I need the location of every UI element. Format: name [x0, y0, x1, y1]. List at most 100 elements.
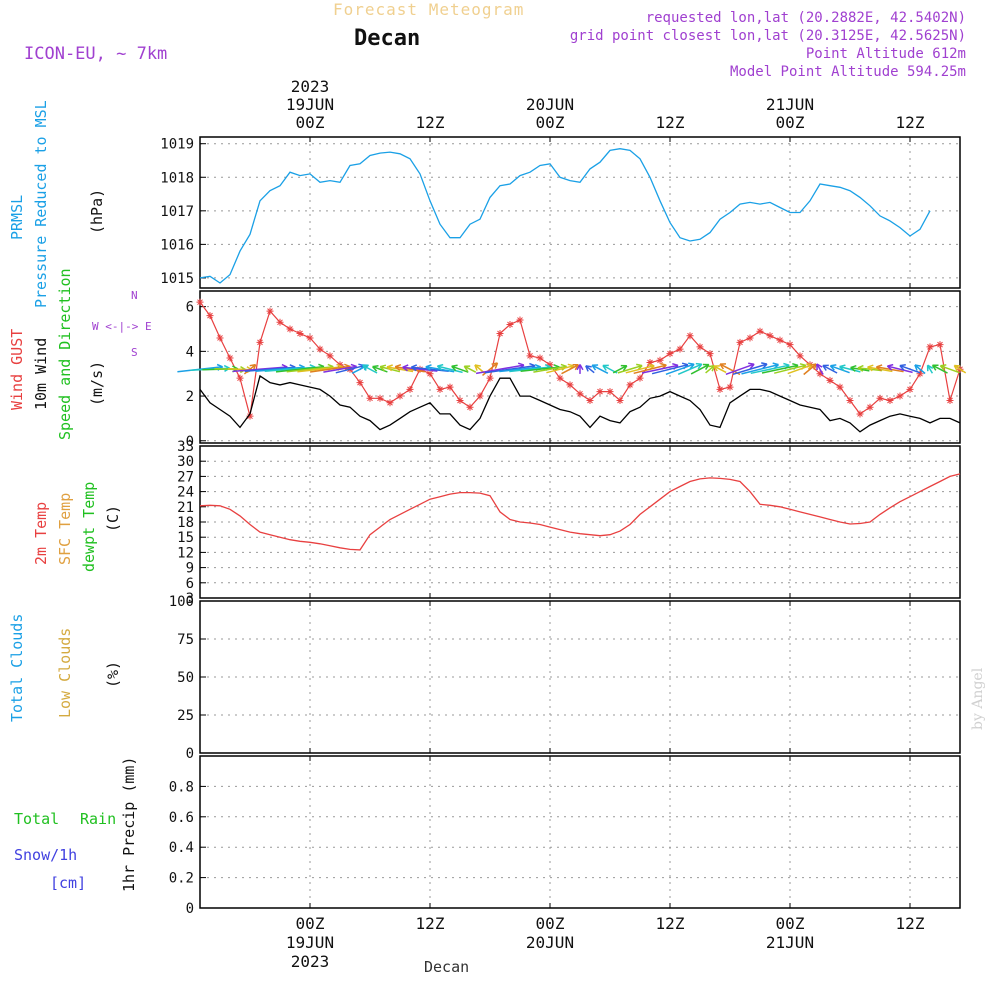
ytick-label: 2	[186, 389, 194, 405]
ytick-label: 27	[177, 469, 194, 485]
pressure-label-1: PRMSL	[8, 194, 26, 240]
wind-10m-label: 10m Wind	[32, 337, 50, 410]
bottom-hour-label: 12Z	[416, 914, 445, 933]
gust-marker	[486, 374, 494, 382]
gust-marker	[936, 341, 944, 349]
temp-unit: (C)	[104, 504, 122, 532]
ytick-label: 25	[177, 708, 194, 724]
gust-marker	[516, 316, 524, 324]
wind-arrow	[725, 363, 755, 376]
wind-arrow	[651, 363, 689, 375]
gust-marker	[876, 394, 884, 402]
gust-marker	[766, 332, 774, 340]
gust-marker	[526, 352, 534, 360]
ytick-label: 24	[177, 485, 194, 501]
gust-marker	[196, 298, 204, 306]
wind-arrow-head	[491, 362, 499, 369]
wind-arrow-head	[402, 364, 409, 372]
ytick-label: 0.8	[169, 779, 194, 795]
wind-arrow	[839, 365, 861, 373]
gust-marker	[246, 412, 254, 420]
wind-arrow	[932, 364, 948, 374]
bottom-hour-label: 00Z	[296, 914, 325, 933]
gust-marker	[206, 312, 214, 320]
ytick-label: 6	[186, 576, 194, 592]
gust-marker	[596, 388, 604, 396]
bottom-hour-label: 00Z	[536, 914, 565, 933]
gust-marker	[236, 374, 244, 382]
ytick-label: 1017	[160, 204, 194, 220]
gust-marker	[226, 354, 234, 362]
bottom-hour-label: 12Z	[896, 914, 925, 933]
ytick-label: 0	[186, 901, 194, 917]
wind-arrow	[612, 365, 628, 374]
wind-arrow-head	[899, 363, 906, 371]
wind-arrow	[774, 364, 806, 374]
gust-marker	[506, 321, 514, 329]
gust-marker	[686, 332, 694, 340]
gust-marker	[636, 374, 644, 382]
wind-gust-label: Wind GUST	[8, 328, 26, 410]
ytick-label: 1016	[160, 237, 194, 253]
bottom-date-label: 19JUN	[286, 933, 334, 952]
gust-marker	[646, 359, 654, 367]
wind-arrow-head	[850, 364, 857, 372]
wind-arrow	[275, 365, 325, 373]
wind-arrow	[677, 363, 703, 375]
wind-arrow-head	[931, 364, 939, 371]
ytick-label: 1018	[160, 170, 194, 186]
top-date-label: 21JUN	[766, 95, 814, 114]
wind-arrow	[690, 363, 710, 375]
wind-line	[199, 374, 961, 433]
ytick-label: 1019	[160, 137, 194, 153]
ytick-label: 3	[186, 591, 194, 607]
low-clouds-label: Low Clouds	[56, 627, 74, 718]
wind-arrow	[533, 365, 567, 373]
wind-arrow	[484, 364, 536, 374]
bottom-date-label: 20JUN	[526, 933, 574, 952]
wind-arrow-head	[914, 364, 921, 371]
gust-marker	[786, 341, 794, 349]
wind-dir-label: Speed and Direction	[56, 268, 74, 440]
gust-marker	[586, 397, 594, 405]
wind-arrow-head	[463, 365, 471, 372]
wind-arrow	[803, 363, 817, 376]
wind-arrow-head	[436, 363, 444, 371]
gust-marker	[476, 392, 484, 400]
wind-arrow-head	[816, 363, 823, 371]
wind-arrow	[732, 363, 768, 376]
gust-marker	[256, 338, 264, 346]
wind-arrow	[475, 364, 525, 375]
total-label: Total	[14, 810, 60, 828]
wind-arrow	[641, 364, 679, 374]
gust-marker	[916, 370, 924, 378]
watermark: by Angel	[970, 667, 986, 730]
wind-arrow-head	[953, 364, 961, 372]
wind-arrow	[741, 363, 779, 375]
gust-marker	[386, 399, 394, 407]
wind-arrow	[463, 365, 477, 373]
wind-arrow	[244, 366, 296, 373]
gust-marker	[666, 350, 674, 358]
gust-marker	[376, 394, 384, 402]
wind-arrow-head	[688, 362, 695, 370]
wind-arrow	[899, 364, 921, 374]
ytick-label: 9	[186, 561, 194, 577]
wind-arrow	[386, 366, 414, 373]
gust-marker	[736, 338, 744, 346]
sfctemp-label: SFC Temp	[56, 492, 74, 565]
wind-arrow-head	[713, 365, 720, 372]
gust-marker	[776, 336, 784, 344]
top-hour-label: 00Z	[296, 113, 325, 132]
wind-arrow	[451, 365, 469, 373]
wind-arrow	[362, 364, 378, 374]
ytick-label: 0	[186, 434, 194, 450]
footer-location: Decan	[424, 958, 470, 976]
wind-arrow-head	[372, 364, 379, 372]
wind-arrow-head	[386, 364, 393, 372]
wind-arrow-head	[839, 364, 846, 372]
gust-marker	[676, 345, 684, 353]
point-altitude: Point Altitude 612m	[805, 46, 966, 62]
gust-marker	[306, 334, 314, 342]
